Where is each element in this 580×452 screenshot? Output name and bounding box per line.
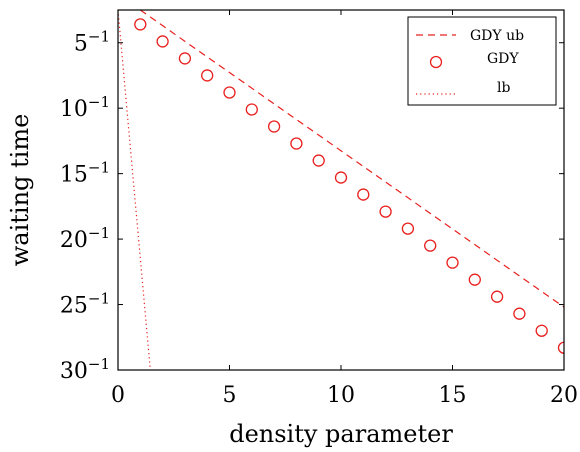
y-tick-label: 25−1: [60, 290, 110, 319]
series-line-lb: [118, 10, 151, 370]
data-point-gdy: [424, 239, 437, 252]
x-tick-label: 15: [439, 383, 467, 408]
y-tick-label: 30−1: [60, 355, 110, 384]
legend-label-lb: lb: [497, 80, 510, 96]
label-layer: 0 5 10 15 20 5−1 10−1 15−1 20−1 25−1 30−1: [60, 28, 578, 408]
data-point-gdy: [312, 154, 325, 167]
data-point-gdy: [201, 69, 214, 82]
x-axis-title: density parameter: [229, 420, 453, 448]
data-point-gdy: [513, 307, 526, 320]
data-point-gdy: [267, 120, 281, 133]
series-layer: [118, 10, 564, 370]
data-point-gdy: [557, 341, 564, 354]
x-tick-label: 20: [550, 383, 578, 408]
y-tick-label: 10−1: [60, 93, 110, 122]
tick-layer: [117, 10, 565, 371]
x-tick-label: 5: [223, 383, 237, 408]
series-line-gdy-ub: [139, 10, 564, 308]
data-point-gdy: [245, 103, 258, 116]
legend: GDY ub GDY lb: [407, 16, 557, 106]
legend-label-gdy-ub: GDY ub: [470, 28, 524, 44]
data-point-gdy: [357, 188, 370, 201]
data-point-gdy: [156, 35, 169, 48]
data-point-gdy: [446, 256, 459, 269]
x-tick-label: 0: [111, 383, 125, 408]
data-point-gdy: [223, 86, 236, 99]
y-tick-label: 15−1: [60, 159, 110, 188]
data-point-gdy: [134, 18, 147, 31]
data-point-gdy: [334, 171, 348, 184]
y-tick-label: 20−1: [60, 224, 110, 253]
data-point-gdy: [379, 205, 392, 218]
data-point-gdy: [178, 52, 192, 65]
data-point-gdy: [535, 324, 548, 337]
data-point-gdy: [490, 290, 504, 303]
legend-label-gdy: GDY: [487, 51, 519, 67]
data-point-gdy: [401, 222, 415, 235]
data-point-gdy: [290, 137, 303, 150]
legend-circle-marker: [429, 55, 443, 69]
y-axis-title: waiting time: [6, 114, 34, 267]
legend-box: [407, 16, 557, 106]
x-tick-label: 10: [327, 383, 355, 408]
data-point-gdy: [468, 273, 481, 286]
y-tick-label: 5−1: [74, 28, 110, 57]
